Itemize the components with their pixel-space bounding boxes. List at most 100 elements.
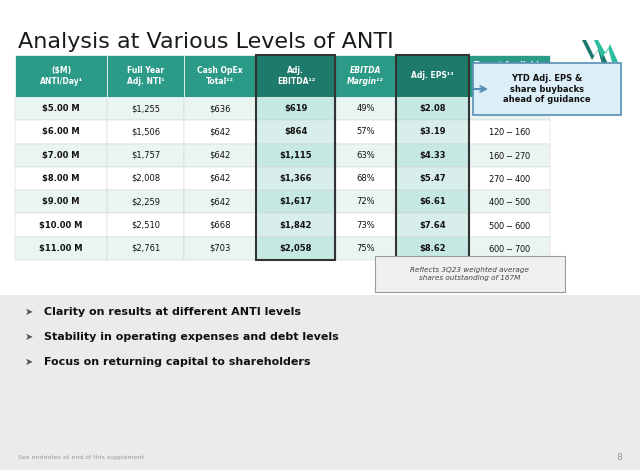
Bar xyxy=(15,237,108,260)
Bar xyxy=(396,143,469,167)
Bar xyxy=(335,237,396,260)
Bar xyxy=(335,55,396,97)
Text: 8: 8 xyxy=(616,454,622,462)
Text: 72%: 72% xyxy=(356,197,375,206)
Bar xyxy=(184,167,257,190)
Bar xyxy=(396,97,469,120)
Text: $642: $642 xyxy=(210,127,231,136)
Text: $5.00 M: $5.00 M xyxy=(42,104,80,113)
Bar xyxy=(469,213,550,237)
Bar xyxy=(15,213,108,237)
Bar xyxy=(0,295,640,470)
Bar xyxy=(375,256,565,292)
Text: $642: $642 xyxy=(210,197,231,206)
Bar xyxy=(184,97,257,120)
Bar xyxy=(257,143,335,167)
Text: $619: $619 xyxy=(284,104,308,113)
Text: $2,259: $2,259 xyxy=(131,197,160,206)
Bar xyxy=(469,120,550,143)
Text: $1,617: $1,617 xyxy=(280,197,312,206)
Text: Reflects 3Q23 weighted average
shares outstanding of 167M: Reflects 3Q23 weighted average shares ou… xyxy=(410,267,529,281)
Bar xyxy=(396,167,469,190)
Text: ($M)
ANTI/Day¹: ($M) ANTI/Day¹ xyxy=(40,66,83,86)
Bar xyxy=(396,237,469,260)
Text: $270-$400: $270-$400 xyxy=(488,173,531,184)
Bar xyxy=(15,97,108,120)
Text: See endnotes at end of this supplement: See endnotes at end of this supplement xyxy=(18,455,144,461)
Text: 63%: 63% xyxy=(356,151,375,160)
Text: $120-$160: $120-$160 xyxy=(488,126,531,137)
Bar xyxy=(257,55,335,97)
Text: EBITDA
Margin¹²: EBITDA Margin¹² xyxy=(347,66,384,86)
Text: $2,510: $2,510 xyxy=(131,220,160,229)
Text: 73%: 73% xyxy=(356,220,375,229)
Bar xyxy=(335,213,396,237)
Text: $7.00 M: $7.00 M xyxy=(42,151,80,160)
Bar xyxy=(184,143,257,167)
Text: $1,255: $1,255 xyxy=(131,104,160,113)
Text: Stability in operating expenses and debt levels: Stability in operating expenses and debt… xyxy=(44,332,339,342)
Bar xyxy=(257,237,335,260)
Bar xyxy=(335,143,396,167)
Bar xyxy=(108,120,184,143)
Text: $1,757: $1,757 xyxy=(131,151,161,160)
Bar xyxy=(15,143,108,167)
Text: $8.62: $8.62 xyxy=(419,244,445,253)
Text: Target Available
for Buybacks
Annually⁴: Target Available for Buybacks Annually⁴ xyxy=(474,61,545,91)
Text: $400-$500: $400-$500 xyxy=(488,196,531,207)
Bar xyxy=(396,190,469,213)
Bar xyxy=(257,120,335,143)
Text: 75%: 75% xyxy=(356,244,375,253)
Text: Analysis at Various Levels of ANTI: Analysis at Various Levels of ANTI xyxy=(18,32,394,52)
Text: ➤: ➤ xyxy=(25,307,33,317)
Bar xyxy=(108,97,184,120)
Text: YTD Adj. EPS &
share buybacks
ahead of guidance: YTD Adj. EPS & share buybacks ahead of g… xyxy=(503,74,591,104)
Text: $6.61: $6.61 xyxy=(419,197,445,206)
Text: $6.00 M: $6.00 M xyxy=(42,127,80,136)
Text: $1,842: $1,842 xyxy=(280,220,312,229)
Text: $500-$600: $500-$600 xyxy=(488,219,531,231)
Text: $3.19: $3.19 xyxy=(419,127,445,136)
Text: $7.64: $7.64 xyxy=(419,220,445,229)
Text: $50-$120: $50-$120 xyxy=(490,103,529,114)
Text: $160-$270: $160-$270 xyxy=(488,150,531,161)
Bar xyxy=(335,120,396,143)
Bar xyxy=(184,213,257,237)
Bar xyxy=(184,55,257,97)
Text: Adj. EPS¹³: Adj. EPS¹³ xyxy=(411,71,454,80)
Text: $668: $668 xyxy=(209,220,231,229)
Text: ➤: ➤ xyxy=(25,357,33,367)
Bar xyxy=(108,237,184,260)
Bar xyxy=(469,190,550,213)
Bar xyxy=(257,190,335,213)
Text: $600-$700: $600-$700 xyxy=(488,243,531,254)
Bar xyxy=(335,167,396,190)
Text: $2,008: $2,008 xyxy=(131,174,160,183)
Text: 49%: 49% xyxy=(356,104,374,113)
Text: $1,366: $1,366 xyxy=(280,174,312,183)
Text: $2.08: $2.08 xyxy=(419,104,445,113)
Text: Adj.
EBITDA¹²: Adj. EBITDA¹² xyxy=(276,66,315,86)
Bar xyxy=(257,213,335,237)
Text: $703: $703 xyxy=(210,244,231,253)
Bar xyxy=(15,55,108,97)
Text: $1,115: $1,115 xyxy=(280,151,312,160)
Text: $642: $642 xyxy=(210,151,231,160)
Text: $2,761: $2,761 xyxy=(131,244,161,253)
Bar xyxy=(257,167,335,190)
Bar xyxy=(108,55,184,97)
Polygon shape xyxy=(582,40,608,64)
Text: $864: $864 xyxy=(284,127,308,136)
Text: Full Year
Adj. NTI¹: Full Year Adj. NTI¹ xyxy=(127,66,164,86)
Bar xyxy=(108,167,184,190)
Bar xyxy=(108,190,184,213)
Text: $9.00 M: $9.00 M xyxy=(42,197,80,206)
Bar xyxy=(469,237,550,260)
Bar xyxy=(15,190,108,213)
Bar xyxy=(396,55,469,97)
Bar xyxy=(469,143,550,167)
Text: $11.00 M: $11.00 M xyxy=(40,244,83,253)
Text: $10.00 M: $10.00 M xyxy=(40,220,83,229)
Polygon shape xyxy=(594,40,618,62)
Text: 68%: 68% xyxy=(356,174,375,183)
